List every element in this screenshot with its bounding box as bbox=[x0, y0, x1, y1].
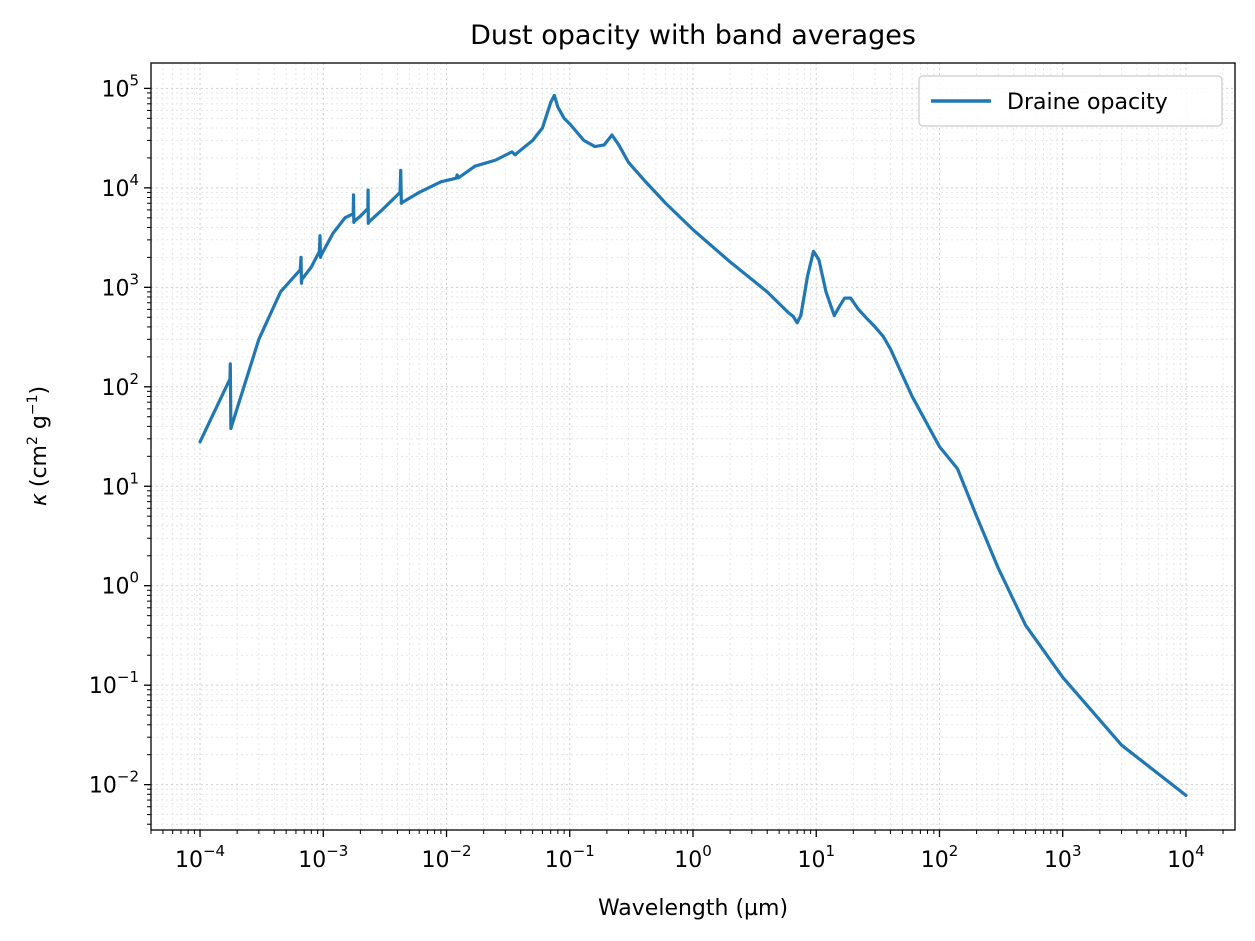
x-tick-label: 10−3 bbox=[298, 842, 348, 873]
axes-ticks: 10−4 10−3 10−2 10−1 100 101 102 103 10410−210−11… bbox=[89, 71, 1224, 873]
y-tick-label-exp: 3 bbox=[129, 270, 139, 288]
x-tick-label: 101 bbox=[797, 842, 835, 873]
y-tick-label-base: 10 bbox=[101, 77, 129, 102]
y-tick-label-base: 10 bbox=[101, 475, 129, 500]
x-tick-label: 102 bbox=[921, 842, 959, 873]
series-layer bbox=[198, 93, 1188, 797]
y-axis-label: κ (cm2 g−1) bbox=[25, 386, 52, 506]
series-line-0 bbox=[198, 93, 1188, 797]
x-tick-label-base: 10 bbox=[797, 848, 825, 873]
y-tick-label-exp: 0 bbox=[129, 569, 139, 587]
y-tick-label-base: 10 bbox=[89, 774, 117, 799]
y-tick-label-base: 10 bbox=[101, 376, 129, 401]
y-tick-label-exp: −1 bbox=[117, 668, 139, 686]
x-tick-label-base: 10 bbox=[175, 848, 203, 873]
y-tick-label: 100 bbox=[101, 569, 139, 600]
y-tick-label: 102 bbox=[101, 370, 139, 401]
y-tick-label-base: 10 bbox=[101, 575, 129, 600]
x-tick-label-exp: 1 bbox=[825, 842, 835, 860]
y-tick-label: 105 bbox=[101, 71, 139, 102]
x-tick-label-base: 10 bbox=[298, 848, 326, 873]
y-tick-label-base: 10 bbox=[101, 276, 129, 301]
x-tick-label-base: 10 bbox=[545, 848, 573, 873]
legend-box bbox=[918, 75, 1223, 127]
x-axis-label: Wavelength (µm) bbox=[598, 896, 788, 921]
y-tick-label-exp: 1 bbox=[129, 469, 139, 487]
y-axis-label-unit-close: ) bbox=[27, 386, 52, 395]
x-tick-label-exp: −2 bbox=[449, 842, 471, 860]
y-axis-label-unit-exp2: −1 bbox=[25, 394, 41, 415]
x-tick-label-exp: 2 bbox=[949, 842, 959, 860]
chart-title: Dust opacity with band averages bbox=[470, 20, 916, 51]
legend-label: Draine opacity bbox=[1007, 90, 1168, 115]
y-tick-label-exp: 4 bbox=[129, 171, 139, 189]
y-tick-label: 101 bbox=[101, 469, 139, 500]
x-tick-label-exp: −3 bbox=[326, 842, 348, 860]
x-tick-label: 100 bbox=[674, 842, 712, 873]
y-axis-label-unit-exp1: 2 bbox=[25, 436, 41, 445]
x-tick-label-base: 10 bbox=[1167, 848, 1195, 873]
x-tick-label: 10−1 bbox=[545, 842, 595, 873]
y-axis-label-unit: (cm bbox=[27, 445, 52, 487]
grid bbox=[150, 63, 1235, 830]
y-tick-label-exp: 2 bbox=[129, 370, 139, 388]
x-tick-label-base: 10 bbox=[674, 848, 702, 873]
legend: Draine opacity bbox=[918, 75, 1223, 127]
y-tick-label: 10−2 bbox=[89, 768, 139, 799]
x-tick-label: 10−4 bbox=[175, 842, 225, 873]
x-tick-label-base: 10 bbox=[921, 848, 949, 873]
x-tick-label-base: 10 bbox=[1044, 848, 1072, 873]
x-tick-label: 103 bbox=[1044, 842, 1082, 873]
y-tick-label: 10−1 bbox=[89, 668, 139, 699]
y-tick-label-base: 10 bbox=[89, 674, 117, 699]
y-axis-label-symbol: κ bbox=[27, 493, 52, 506]
x-tick-label-exp: 0 bbox=[702, 842, 712, 860]
y-tick-label-base: 10 bbox=[101, 177, 129, 202]
y-tick-label-exp: −2 bbox=[117, 768, 139, 786]
x-tick-label-exp: −1 bbox=[573, 842, 595, 860]
y-tick-label-exp: 5 bbox=[129, 71, 139, 89]
x-tick-label: 10−2 bbox=[421, 842, 471, 873]
x-tick-label-exp: 4 bbox=[1195, 842, 1205, 860]
x-tick-label-exp: 3 bbox=[1072, 842, 1082, 860]
x-tick-label-exp: −4 bbox=[203, 842, 225, 860]
x-tick-label-base: 10 bbox=[421, 848, 449, 873]
y-tick-label: 104 bbox=[101, 171, 139, 202]
y-tick-label: 103 bbox=[101, 270, 139, 301]
y-axis-label-unit-mid: g bbox=[27, 415, 52, 436]
x-tick-label: 104 bbox=[1167, 842, 1205, 873]
